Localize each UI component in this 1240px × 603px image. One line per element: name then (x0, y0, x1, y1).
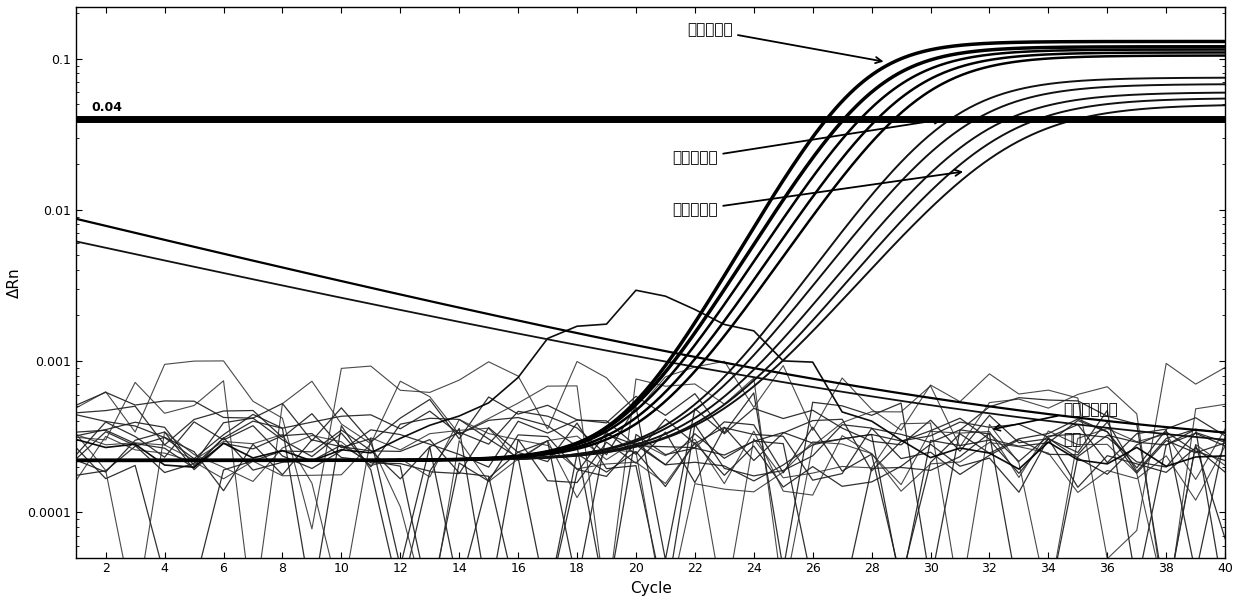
Text: 胚胎: 胚胎 (1063, 432, 1081, 447)
Text: 0.04: 0.04 (91, 101, 122, 114)
X-axis label: Cycle: Cycle (630, 581, 672, 596)
Y-axis label: ΔRn: ΔRn (7, 267, 22, 298)
Text: 公牛的胚胎: 公牛的胚胎 (672, 118, 940, 166)
Text: 公牛的血液: 公牛的血液 (687, 22, 882, 63)
Text: 公牛的胚胎: 公牛的胚胎 (672, 170, 961, 217)
Text: 母牛的血液和: 母牛的血液和 (994, 402, 1117, 431)
